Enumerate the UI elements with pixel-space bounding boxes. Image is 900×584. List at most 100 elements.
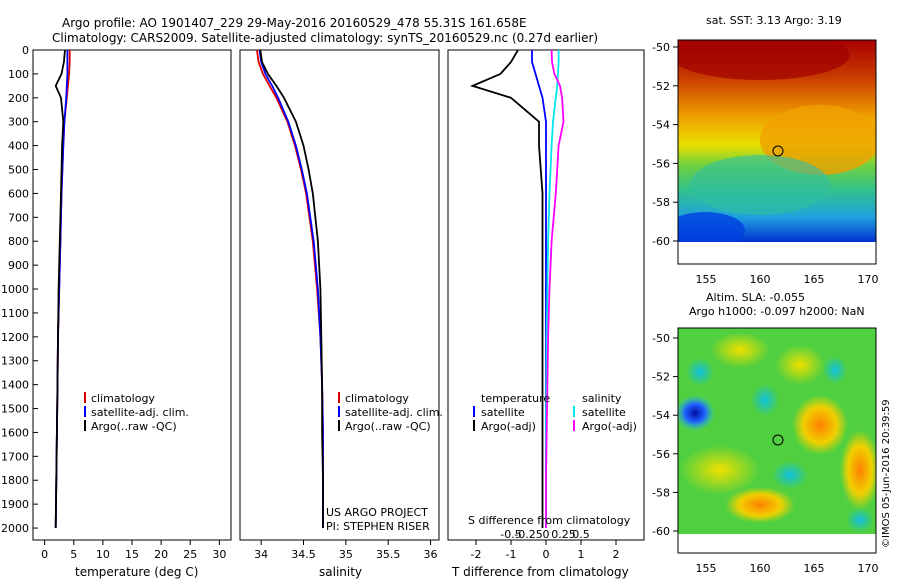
depth-tick-label: 900: [8, 259, 29, 272]
lat-tick-label: -52: [652, 371, 670, 384]
argo-float-marker: [772, 434, 784, 446]
credit-pi: PI: STEPHEN RISER: [326, 520, 430, 533]
x-tick-label: 2: [613, 548, 620, 561]
lon-tick-label: 165: [804, 562, 825, 575]
x-tick-label: -1: [506, 548, 517, 561]
x-tick-label: 0: [543, 548, 550, 561]
depth-tick-label: 0: [22, 44, 29, 57]
x-tick-label: 10: [96, 548, 110, 561]
depth-tick-label: 100: [8, 68, 29, 81]
argo-float-marker: [772, 145, 784, 157]
legend-argo: Argo(..raw -QC): [345, 420, 431, 433]
temperature-x-axis: 0 5 10 15 20 25 30: [41, 540, 226, 561]
title-line-2: Climatology: CARS2009. Satellite-adjuste…: [52, 31, 598, 45]
sla-cyan-3: [823, 356, 847, 384]
difference-toplabel: S difference from climatology: [468, 514, 631, 527]
lat-tick-label: -54: [652, 119, 670, 132]
legend-climatology-swatch: [84, 392, 86, 403]
x-tick-label: 1: [578, 548, 585, 561]
lat-tick-label: -54: [652, 409, 670, 422]
lon-tick-label: 160: [750, 273, 771, 286]
legend-satellite-swatch: [84, 406, 86, 417]
x-tick-label: 5: [70, 548, 77, 561]
depth-axis: 0 100 200 300 400 500 600 700 800 900 1000 1100 1200…: [1, 44, 38, 535]
sla-map: [678, 328, 876, 534]
legend-satellite-swatch: [338, 406, 340, 417]
sla-orange-3: [840, 430, 876, 510]
legend-t-satellite: satellite: [481, 406, 525, 419]
x-tick-label: 15: [125, 548, 139, 561]
depth-tick-label: 400: [8, 140, 29, 153]
sla-yellow-3: [680, 445, 760, 495]
difference-xlabel: T difference from climatology: [451, 565, 629, 579]
credit-project: US ARGO PROJECT: [326, 506, 428, 519]
sst-map-lon-axis: 155 160 165 170: [696, 273, 879, 286]
depth-tick-label: 1800: [1, 474, 29, 487]
series-line-argo-raw-qc: [259, 49, 324, 528]
depth-tick-label: 1000: [1, 283, 29, 296]
sla-map-lon-axis: 155 160 165 170: [696, 562, 879, 575]
legend-satellite: satellite-adj. clim.: [345, 406, 443, 419]
sla-map-frame: [677, 327, 877, 554]
legend-salinity-title: salinity: [582, 392, 622, 405]
salinity-series: [256, 49, 324, 528]
depth-tick-label: 1100: [1, 307, 29, 320]
depth-tick-label: 1200: [1, 331, 29, 344]
legend-t-satellite-swatch: [473, 406, 475, 417]
s-tick-label: 0.5: [572, 528, 590, 541]
lat-tick-label: -60: [652, 525, 670, 538]
s-tick-label: 0: [543, 528, 550, 541]
sst-dark-red: [678, 40, 850, 80]
lat-tick-label: -56: [652, 448, 670, 461]
sst-map: [678, 40, 876, 242]
series-line-argo-adj-temperature: [469, 49, 544, 528]
s-tick-label: -0.5: [500, 528, 521, 541]
sla-orange-1: [792, 395, 848, 455]
x-tick-label: 25: [183, 548, 197, 561]
legend-s-satellite: satellite: [582, 406, 626, 419]
depth-tick-label: 1500: [1, 403, 29, 416]
sst-map-title: sat. SST: 3.13 Argo: 3.19: [706, 14, 842, 27]
depth-tick-label: 300: [8, 116, 29, 129]
legend-t-argo: Argo(-adj): [481, 420, 536, 433]
depth-tick-label: 1700: [1, 450, 29, 463]
x-tick-label: 34: [254, 548, 268, 561]
sla-map-lat-axis: -50 -52 -54 -56 -58 -60: [652, 332, 678, 538]
salinity-xlabel: salinity: [319, 565, 362, 579]
legend-climatology-swatch: [338, 392, 340, 403]
lat-tick-label: -60: [652, 235, 670, 248]
depth-tick-label: 800: [8, 235, 29, 248]
sla-yellow-2: [775, 345, 825, 385]
salinity-legend: climatology satellite-adj. clim. Argo(..…: [338, 392, 443, 433]
legend-s-argo-swatch: [573, 420, 575, 431]
depth-tick-label: 1300: [1, 355, 29, 368]
temperature-xlabel: temperature (deg C): [75, 565, 198, 579]
difference-x-axis: -2 -1 0 1 2 -0.5-0.25 0 0.250.5: [471, 528, 620, 561]
legend-satellite: satellite-adj. clim.: [91, 406, 189, 419]
temperature-legend: climatology satellite-adj. clim. Argo(..…: [84, 392, 189, 433]
legend-s-argo: Argo(-adj): [582, 420, 637, 433]
sla-orange-2: [725, 487, 795, 523]
lon-tick-label: 170: [858, 273, 879, 286]
sst-map-lat-axis: -50 -52 -54 -56 -58 -60: [652, 41, 678, 248]
depth-tick-label: 1400: [1, 379, 29, 392]
legend-climatology: climatology: [91, 392, 155, 405]
title-line-1: Argo profile: AO 1901407_229 29-May-2016…: [62, 16, 527, 30]
depth-tick-label: 500: [8, 164, 29, 177]
sla-cyan-4: [846, 508, 874, 532]
sla-cyan-5: [686, 358, 714, 386]
series-line-satellite-salinity: [545, 50, 560, 528]
series-line-climatology: [256, 49, 324, 528]
legend-s-satellite-swatch: [573, 406, 575, 417]
sst-blue-patch: [678, 212, 745, 242]
x-tick-label: 30: [212, 548, 226, 561]
sla-map-title-2: Argo h1000: -0.097 h2000: NaN: [689, 305, 865, 318]
sla-cyan-2: [772, 461, 808, 489]
lon-tick-label: 170: [858, 562, 879, 575]
lat-tick-label: -56: [652, 157, 670, 170]
s-tick-label: -0.25: [514, 528, 542, 541]
sla-yellow-1: [710, 332, 770, 368]
s-tick-label: 0.25: [551, 528, 576, 541]
x-tick-label: -2: [471, 548, 482, 561]
